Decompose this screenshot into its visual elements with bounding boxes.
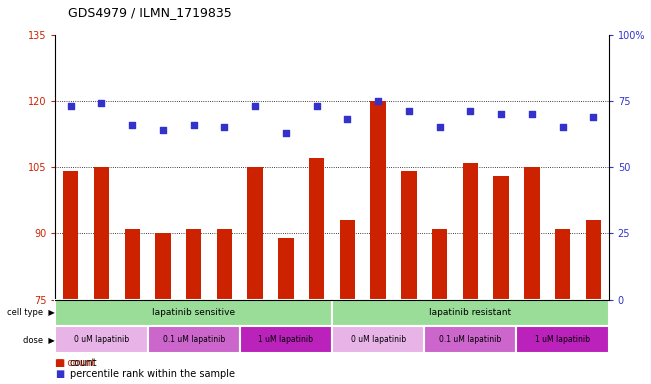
Text: cell type  ▶: cell type ▶	[7, 308, 55, 318]
Bar	[555, 229, 570, 300]
Bar	[148, 326, 240, 353]
Text: ■: ■	[55, 369, 64, 379]
Point	[96, 100, 107, 106]
Text: percentile rank within the sample: percentile rank within the sample	[70, 369, 234, 379]
Point	[311, 103, 322, 109]
Bar	[63, 172, 78, 300]
Point	[281, 129, 291, 136]
Bar	[524, 167, 540, 300]
Text: ■: ■	[55, 358, 64, 368]
Text: 0.1 uM lapatinib: 0.1 uM lapatinib	[439, 335, 501, 344]
Bar	[278, 238, 294, 300]
Text: 0 uM lapatinib: 0 uM lapatinib	[350, 335, 406, 344]
Text: lapatinib sensitive: lapatinib sensitive	[152, 308, 235, 318]
Bar	[340, 220, 355, 300]
Point	[250, 103, 260, 109]
Text: dose  ▶: dose ▶	[23, 335, 55, 344]
Point	[496, 111, 506, 117]
Point	[219, 124, 230, 131]
Bar	[586, 220, 601, 300]
Text: GDS4979 / ILMN_1719835: GDS4979 / ILMN_1719835	[68, 6, 232, 19]
Text: lapatinib resistant: lapatinib resistant	[429, 308, 512, 318]
Text: count: count	[70, 358, 97, 368]
Bar	[401, 172, 417, 300]
Point	[588, 114, 598, 120]
Bar	[309, 158, 324, 300]
Point	[404, 108, 414, 114]
Point	[127, 122, 137, 128]
Point	[66, 103, 76, 109]
Bar	[240, 326, 332, 353]
Bar	[155, 233, 171, 300]
Text: ■ count: ■ count	[55, 358, 95, 368]
Bar	[217, 229, 232, 300]
Point	[158, 127, 168, 133]
Bar	[247, 167, 263, 300]
Text: 1 uM lapatinib: 1 uM lapatinib	[535, 335, 590, 344]
Bar	[463, 163, 478, 300]
Point	[434, 124, 445, 131]
Point	[557, 124, 568, 131]
Bar	[55, 326, 148, 353]
Bar	[332, 300, 609, 326]
Point	[189, 122, 199, 128]
Bar	[432, 229, 447, 300]
Point	[465, 108, 475, 114]
Bar	[55, 300, 332, 326]
Bar	[186, 229, 201, 300]
Bar	[124, 229, 140, 300]
Text: 1 uM lapatinib: 1 uM lapatinib	[258, 335, 313, 344]
Point	[527, 111, 537, 117]
Bar	[424, 326, 516, 353]
Bar	[332, 326, 424, 353]
Bar	[493, 176, 509, 300]
Text: 0 uM lapatinib: 0 uM lapatinib	[74, 335, 129, 344]
Bar	[94, 167, 109, 300]
Point	[342, 116, 353, 122]
Text: 0.1 uM lapatinib: 0.1 uM lapatinib	[163, 335, 225, 344]
Point	[373, 98, 383, 104]
Bar	[370, 101, 386, 300]
Bar	[516, 326, 609, 353]
